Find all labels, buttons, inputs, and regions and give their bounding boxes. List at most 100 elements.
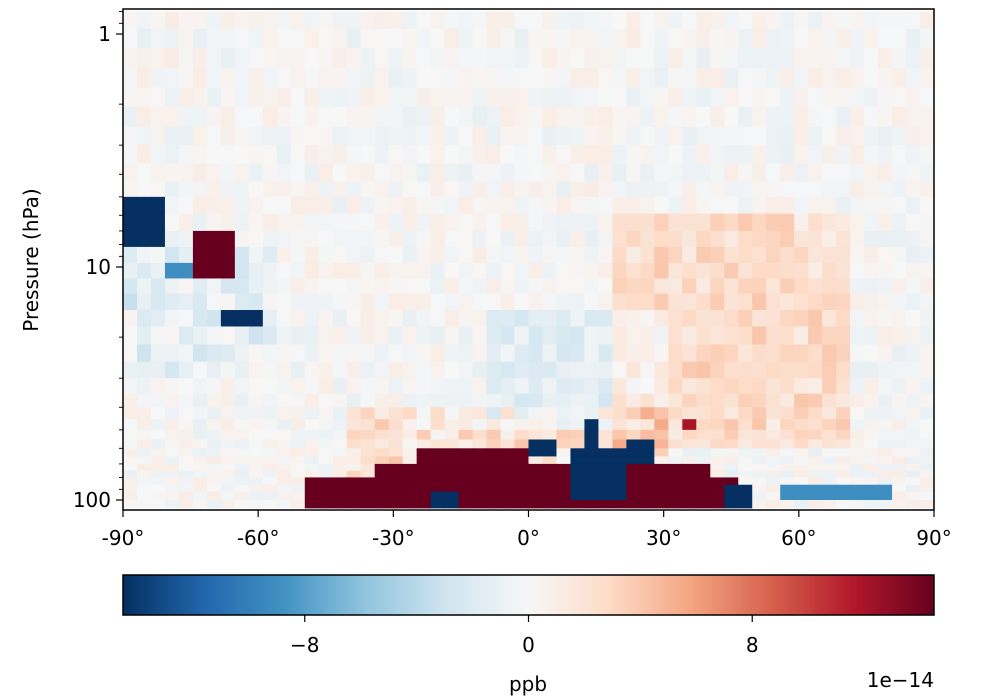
heatmap-cell bbox=[570, 310, 586, 328]
heatmap-cell bbox=[752, 106, 767, 128]
heatmap-cell bbox=[458, 407, 474, 420]
heatmap-cell bbox=[808, 11, 823, 30]
heatmap-cell bbox=[150, 145, 166, 165]
heatmap-cell bbox=[668, 11, 683, 30]
heatmap-cell bbox=[472, 145, 488, 165]
heatmap-cell bbox=[752, 278, 767, 295]
heatmap-cell bbox=[360, 310, 376, 328]
heatmap-cell bbox=[416, 11, 432, 30]
heatmap-cell bbox=[150, 230, 166, 248]
heatmap-cell bbox=[220, 246, 236, 264]
heatmap-cell bbox=[626, 87, 641, 108]
heatmap-cell bbox=[654, 11, 669, 30]
heatmap-cell bbox=[738, 278, 753, 295]
heatmap-cell bbox=[123, 429, 138, 441]
heatmap-cell bbox=[444, 181, 460, 198]
heatmap-cell bbox=[234, 126, 250, 146]
heatmap-cell bbox=[892, 11, 907, 30]
heatmap-cell bbox=[878, 361, 893, 379]
heatmap-cell bbox=[290, 145, 306, 165]
heatmap-cell bbox=[556, 429, 572, 441]
heatmap-cell bbox=[626, 500, 641, 509]
heatmap-cell bbox=[598, 463, 613, 472]
heatmap-cell bbox=[906, 278, 921, 295]
heatmap-cell bbox=[906, 213, 921, 232]
heatmap-cell bbox=[920, 491, 935, 501]
heatmap-cell bbox=[178, 393, 194, 408]
heatmap-cell bbox=[878, 262, 893, 280]
heatmap-cell bbox=[738, 361, 753, 379]
heatmap-cell bbox=[486, 196, 502, 215]
heatmap-cell bbox=[794, 68, 809, 89]
heatmap-cell bbox=[584, 213, 600, 232]
heatmap-cell bbox=[123, 181, 138, 198]
heatmap-cell bbox=[192, 48, 208, 69]
heatmap-cell bbox=[136, 326, 152, 346]
heatmap-cell bbox=[123, 484, 138, 493]
heatmap-cell bbox=[738, 106, 753, 128]
heatmap-cell bbox=[430, 491, 446, 501]
heatmap-cell bbox=[528, 28, 544, 49]
heatmap-cell bbox=[752, 262, 767, 280]
heatmap-cell bbox=[388, 230, 404, 248]
heatmap-cell bbox=[234, 11, 250, 30]
heatmap-cell bbox=[752, 145, 767, 165]
heatmap-cell bbox=[360, 361, 376, 379]
heatmap-cell bbox=[696, 246, 711, 264]
heatmap-cell bbox=[682, 344, 697, 363]
heatmap-cell bbox=[542, 163, 558, 183]
heatmap-cell bbox=[150, 500, 166, 509]
heatmap-cell bbox=[794, 278, 809, 295]
heatmap-cell bbox=[920, 448, 935, 458]
colorbar-label: ppb bbox=[509, 672, 547, 696]
heatmap-cell bbox=[374, 230, 390, 248]
heatmap-cell bbox=[892, 163, 907, 183]
heatmap-cell bbox=[150, 246, 166, 264]
heatmap-cell bbox=[500, 500, 516, 509]
heatmap-cell bbox=[528, 439, 544, 449]
heatmap-cell bbox=[598, 484, 613, 493]
heatmap-cell bbox=[724, 11, 739, 30]
heatmap-cell bbox=[332, 326, 348, 346]
heatmap-cell bbox=[920, 196, 935, 215]
heatmap-cell bbox=[836, 278, 851, 295]
heatmap-cell bbox=[178, 230, 194, 248]
heatmap-cell bbox=[598, 126, 613, 146]
heatmap-cell bbox=[752, 126, 767, 146]
heatmap-cell bbox=[220, 181, 236, 198]
heatmap-cell bbox=[444, 378, 460, 395]
heatmap-cell bbox=[290, 196, 306, 215]
heatmap-cell bbox=[556, 477, 572, 486]
heatmap-cell bbox=[276, 439, 292, 449]
heatmap-cell bbox=[514, 344, 530, 363]
heatmap-cell bbox=[780, 463, 795, 472]
heatmap-cell bbox=[178, 419, 194, 431]
heatmap-cell bbox=[123, 448, 138, 458]
heatmap-cell bbox=[766, 407, 781, 420]
heatmap-cell bbox=[290, 448, 306, 458]
heatmap-cell bbox=[304, 126, 320, 146]
heatmap-cell bbox=[598, 181, 613, 198]
heatmap-cell bbox=[556, 181, 572, 198]
heatmap-cell bbox=[472, 11, 488, 30]
heatmap-cell bbox=[836, 484, 851, 493]
heatmap-cell bbox=[892, 145, 907, 165]
heatmap-cell bbox=[710, 310, 725, 328]
heatmap-cell bbox=[528, 230, 544, 248]
heatmap-cell bbox=[123, 126, 138, 146]
heatmap-cell bbox=[640, 419, 655, 431]
heatmap-cell bbox=[710, 230, 725, 248]
heatmap-cell bbox=[808, 230, 823, 248]
heatmap-cell bbox=[626, 230, 641, 248]
heatmap-cell bbox=[710, 393, 725, 408]
heatmap-cell bbox=[123, 163, 138, 183]
heatmap-cell bbox=[332, 429, 348, 441]
heatmap-cell bbox=[346, 484, 362, 493]
heatmap-cell bbox=[696, 163, 711, 183]
heatmap-cell bbox=[542, 181, 558, 198]
heatmap-cell bbox=[178, 68, 194, 89]
heatmap-cell bbox=[612, 470, 627, 479]
heatmap-cell bbox=[542, 448, 558, 458]
heatmap-cell bbox=[178, 28, 194, 49]
